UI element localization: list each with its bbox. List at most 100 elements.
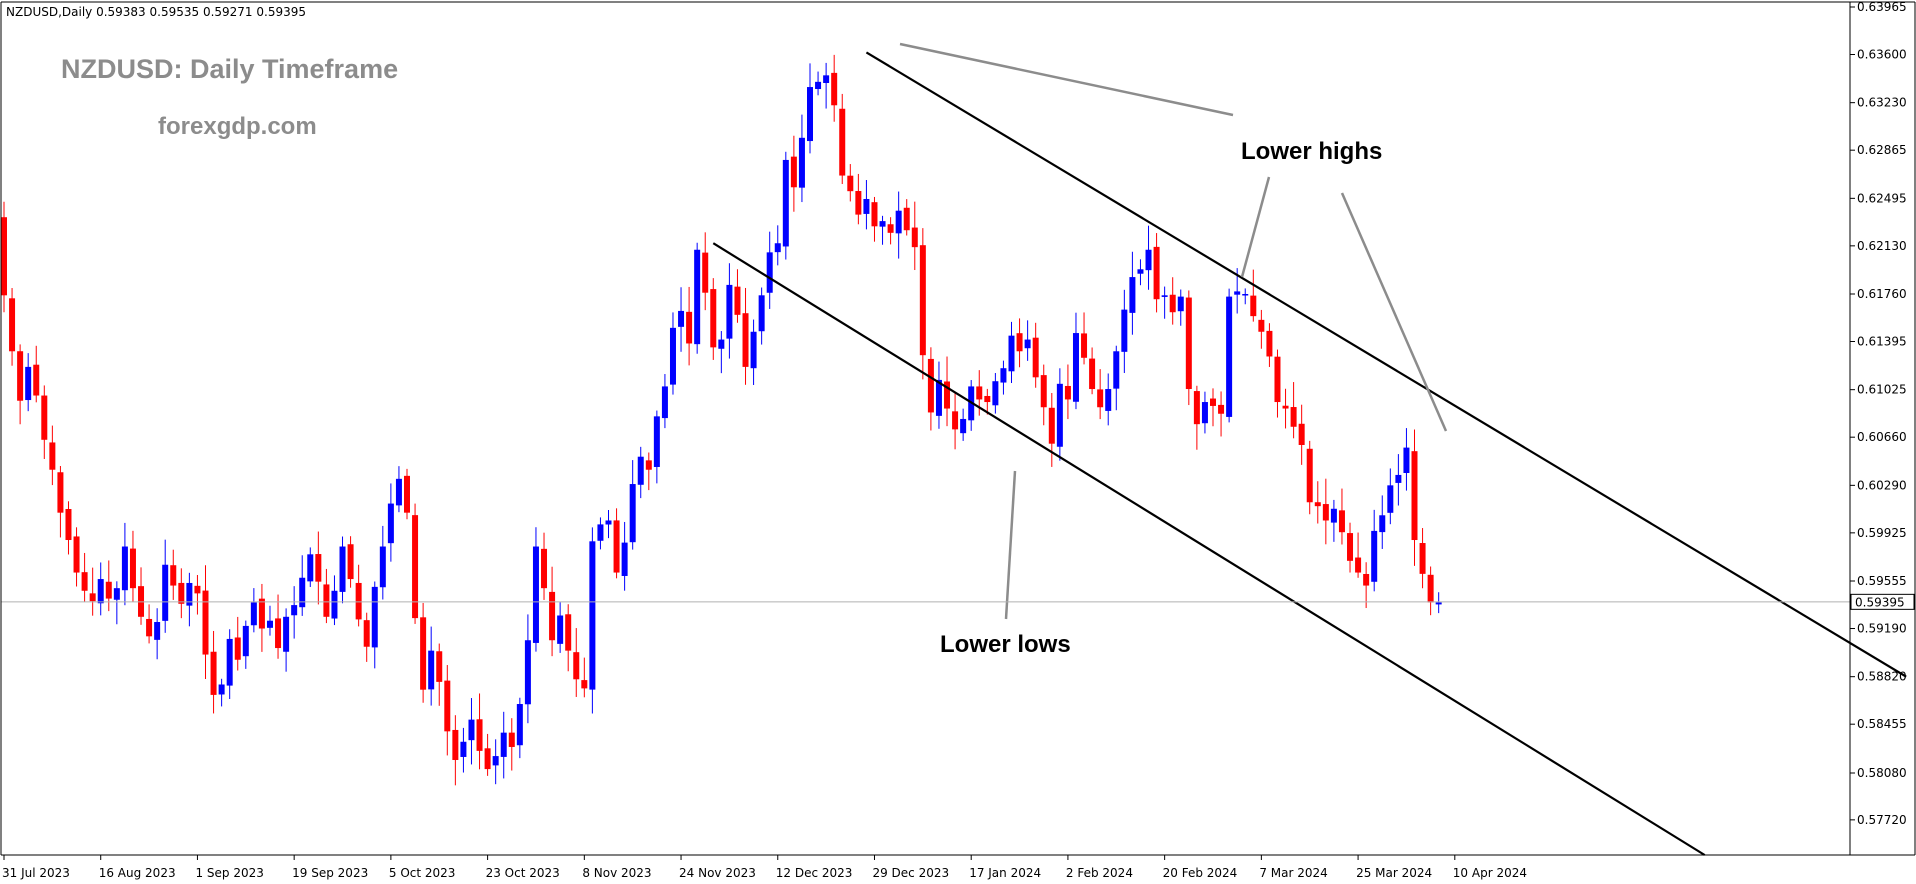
candle: [1322, 478, 1329, 545]
candle-body: [412, 515, 419, 619]
candle: [404, 468, 410, 520]
price-tick: 0.60660: [1850, 430, 1907, 444]
candle-body: [331, 590, 338, 619]
candle: [412, 503, 419, 624]
time-tick: 17 Jan 2024: [969, 855, 1041, 880]
candle: [1210, 388, 1216, 427]
lower-highs-pointer: [1340, 192, 1448, 432]
time-tick: 25 Mar 2024: [1356, 855, 1432, 880]
time-tick-label: 5 Oct 2023: [389, 866, 456, 880]
candle: [549, 566, 556, 657]
price-tick-label: 0.61025: [1857, 383, 1907, 397]
candle-body: [798, 137, 805, 188]
time-axis[interactable]: 31 Jul 2023 16 Aug 2023 1 Sep 2023 19 Sep 2…: [2, 855, 1527, 880]
candle-body: [1282, 405, 1289, 409]
candle-body: [710, 289, 717, 348]
candle: [1201, 391, 1208, 434]
candle: [250, 588, 257, 633]
price-tick: 0.59190: [1850, 622, 1907, 636]
candle: [1105, 373, 1112, 426]
candle: [532, 527, 539, 652]
candle-body: [49, 442, 56, 470]
price-axis[interactable]: 0.63965 0.63600 0.63230 0.62865 0.62495 0.621…: [1850, 0, 1907, 827]
candle-body: [258, 598, 265, 629]
candle-body: [1161, 295, 1168, 297]
candle: [919, 228, 926, 380]
candle-body: [1306, 448, 1313, 503]
time-tick-label: 8 Nov 2023: [582, 866, 651, 880]
candle: [1032, 322, 1039, 388]
candle: [1250, 269, 1257, 322]
candle-body: [952, 411, 959, 430]
candle: [1185, 290, 1192, 406]
candle-body: [452, 729, 459, 760]
candle: [420, 602, 427, 703]
time-tick-label: 20 Feb 2024: [1163, 866, 1238, 880]
candle: [460, 727, 467, 773]
candle-body: [57, 472, 64, 513]
candle: [960, 408, 967, 441]
candle: [1129, 251, 1136, 335]
time-tick: 2 Feb 2024: [1066, 855, 1133, 880]
candle: [492, 739, 499, 785]
candle-body: [1290, 407, 1297, 427]
candle: [9, 288, 16, 366]
candle: [315, 531, 322, 605]
candle: [855, 173, 862, 225]
price-tick: 0.59555: [1850, 574, 1907, 588]
candle: [686, 286, 693, 366]
candle-body: [1032, 337, 1039, 378]
candle-body: [97, 579, 104, 604]
candle: [1056, 368, 1063, 461]
candle-body: [887, 224, 894, 233]
candle: [25, 353, 32, 412]
candle: [742, 287, 749, 385]
candle: [766, 231, 773, 309]
candle-body: [1427, 574, 1434, 603]
time-tick: 19 Sep 2023: [292, 855, 368, 880]
candle: [1218, 391, 1225, 437]
candle-body: [242, 625, 249, 657]
candle-body: [1081, 333, 1088, 358]
price-tick: 0.62495: [1850, 191, 1907, 205]
candle-body: [565, 614, 572, 651]
candle-body: [250, 602, 257, 626]
candle-body: [1387, 485, 1394, 513]
candle-body: [903, 207, 910, 231]
candle-body: [1145, 249, 1152, 271]
candle: [476, 693, 483, 770]
price-tick-label: 0.59925: [1857, 526, 1907, 540]
candle: [927, 347, 934, 431]
candle-body: [33, 364, 40, 396]
candle: [1274, 349, 1281, 418]
annotation-pointers: [899, 42, 1448, 620]
candle: [452, 715, 459, 786]
upper-channel-line[interactable]: [865, 51, 1907, 678]
candle: [807, 63, 813, 154]
candle: [1427, 566, 1434, 616]
candle: [218, 678, 225, 707]
trendlines-layer: [712, 51, 1907, 856]
candle: [1024, 320, 1031, 361]
candle-body: [742, 313, 749, 367]
candle-body: [790, 156, 797, 188]
time-tick-label: 31 Jul 2023: [2, 866, 70, 880]
candle-body: [460, 741, 467, 757]
candle: [428, 626, 435, 706]
candle-body: [1403, 447, 1410, 473]
candle-body: [170, 565, 177, 586]
candle: [484, 733, 491, 776]
candle-body: [976, 386, 983, 400]
candle-body: [1419, 543, 1426, 574]
candle-body: [766, 252, 773, 293]
candle: [629, 460, 636, 550]
candle: [1266, 323, 1273, 367]
price-tick-label: 0.63600: [1857, 48, 1907, 62]
candle-body: [629, 484, 636, 543]
candle: [750, 319, 757, 385]
lower-channel-line[interactable]: [712, 242, 1706, 856]
candle-body: [81, 572, 88, 591]
candle: [57, 466, 64, 538]
candle: [275, 594, 282, 659]
time-tick: 16 Aug 2023: [99, 855, 176, 880]
